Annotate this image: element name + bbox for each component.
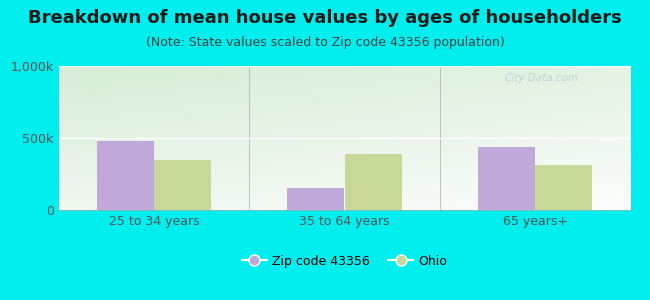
Text: City-Data.com: City-Data.com	[504, 73, 578, 83]
Bar	[154, 160, 211, 210]
Legend: Zip code 43356, Ohio: Zip code 43356, Ohio	[237, 250, 452, 273]
Bar	[478, 147, 535, 210]
Bar	[535, 165, 592, 210]
Text: Breakdown of mean house values by ages of householders: Breakdown of mean house values by ages o…	[28, 9, 622, 27]
Bar	[97, 141, 154, 210]
Text: (Note: State values scaled to Zip code 43356 population): (Note: State values scaled to Zip code 4…	[146, 36, 504, 49]
Bar	[287, 188, 344, 210]
Bar	[344, 154, 402, 210]
